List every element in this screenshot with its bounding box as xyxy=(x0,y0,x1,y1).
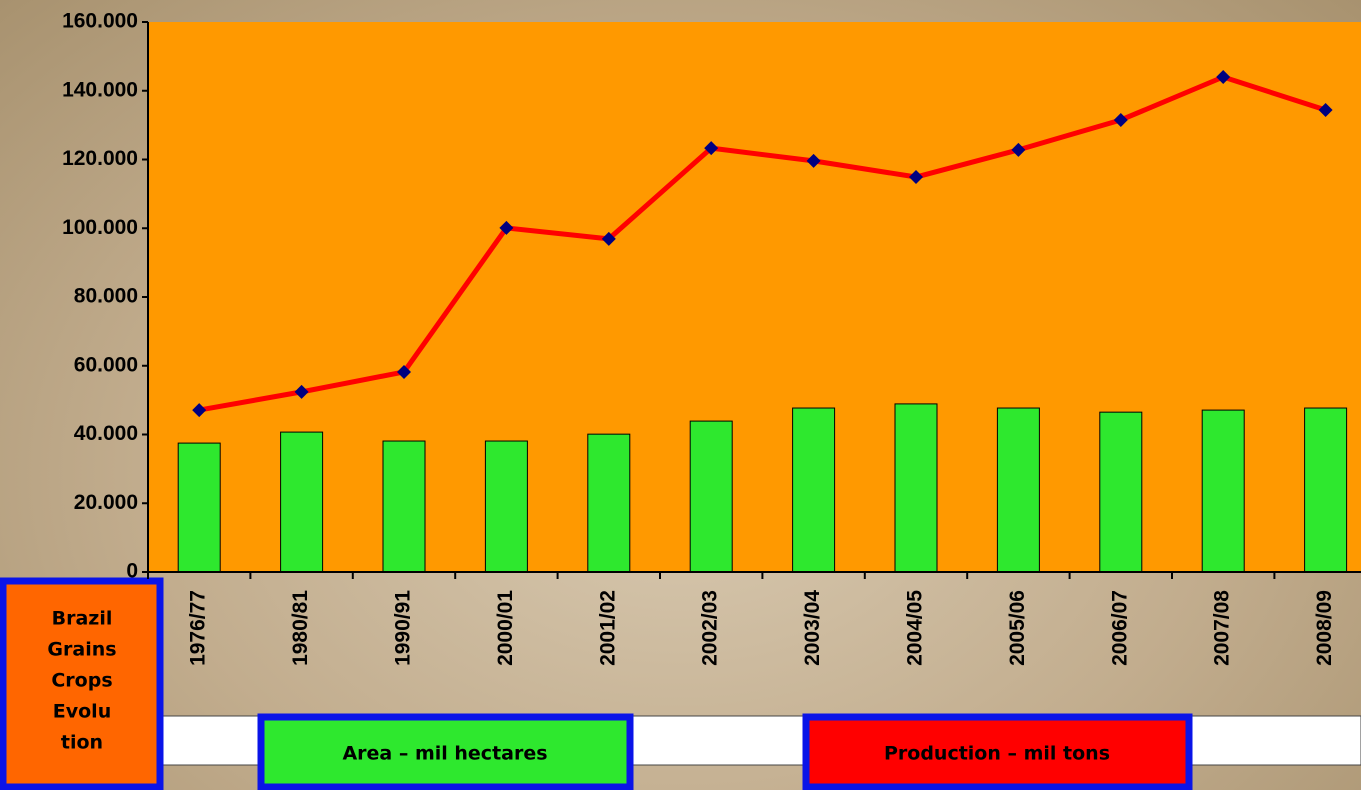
y-tick-label: 80.000 xyxy=(74,285,138,308)
y-tick-label: 100.000 xyxy=(62,216,138,239)
bar xyxy=(484,440,528,573)
bar xyxy=(587,433,631,573)
legend-box xyxy=(257,713,634,790)
bar xyxy=(177,442,221,573)
x-tick-label: 2000/01 xyxy=(494,590,517,666)
x-tick-label: 1990/91 xyxy=(392,590,415,666)
chart-title: Crops xyxy=(51,670,112,692)
x-tick-label: 2004/05 xyxy=(904,590,927,666)
marker xyxy=(704,141,719,156)
x-tick-label: 2001/02 xyxy=(596,590,619,666)
x-tick-label: 2008/09 xyxy=(1313,590,1336,666)
y-tick-label: 160.000 xyxy=(62,10,138,33)
marker xyxy=(192,403,207,418)
marker xyxy=(294,384,309,399)
x-tick-label: 2007/08 xyxy=(1211,590,1234,666)
marker xyxy=(1318,103,1333,117)
marker xyxy=(1113,112,1128,127)
bar xyxy=(280,431,324,573)
y-tick-label: 60.000 xyxy=(74,353,138,376)
bar xyxy=(1304,407,1348,573)
y-tick-label: 40.000 xyxy=(74,422,138,445)
x-tick-label: 2002/03 xyxy=(699,590,722,666)
y-tick-label: 0 xyxy=(126,560,138,583)
x-tick-label: 2005/06 xyxy=(1006,590,1029,666)
chart-title: Evolu xyxy=(53,701,111,723)
bar xyxy=(894,403,938,573)
marker xyxy=(909,170,923,185)
y-tick-label: 140.000 xyxy=(62,78,138,101)
title-box xyxy=(0,577,164,790)
y-tick-label: 120.000 xyxy=(62,147,138,170)
bar xyxy=(1201,409,1245,573)
plot-area xyxy=(148,22,1361,572)
chart-title: Brazil xyxy=(52,608,113,630)
x-tick-label: 1976/77 xyxy=(187,590,210,666)
marker xyxy=(1216,70,1231,84)
legend-label: Area – mil hectares xyxy=(342,743,547,765)
bar xyxy=(996,407,1040,573)
chart-title: Grains xyxy=(47,639,116,661)
bar xyxy=(1099,411,1143,573)
bar xyxy=(689,420,733,573)
x-tick-label: 1980/81 xyxy=(289,590,312,666)
line xyxy=(198,74,1327,413)
marker xyxy=(397,364,411,379)
x-tick-label: 2003/04 xyxy=(801,590,824,666)
x-tick-label: 2006/07 xyxy=(1108,590,1131,666)
marker xyxy=(601,231,616,246)
marker xyxy=(499,220,514,235)
y-tick-label: 20.000 xyxy=(74,491,138,514)
bar xyxy=(792,407,836,573)
marker xyxy=(1011,142,1026,157)
bar xyxy=(382,440,426,573)
chart-title: tion xyxy=(61,732,103,754)
marker xyxy=(806,153,821,168)
legend-box xyxy=(802,713,1193,790)
legend-label: Production – mil tons xyxy=(884,743,1110,765)
